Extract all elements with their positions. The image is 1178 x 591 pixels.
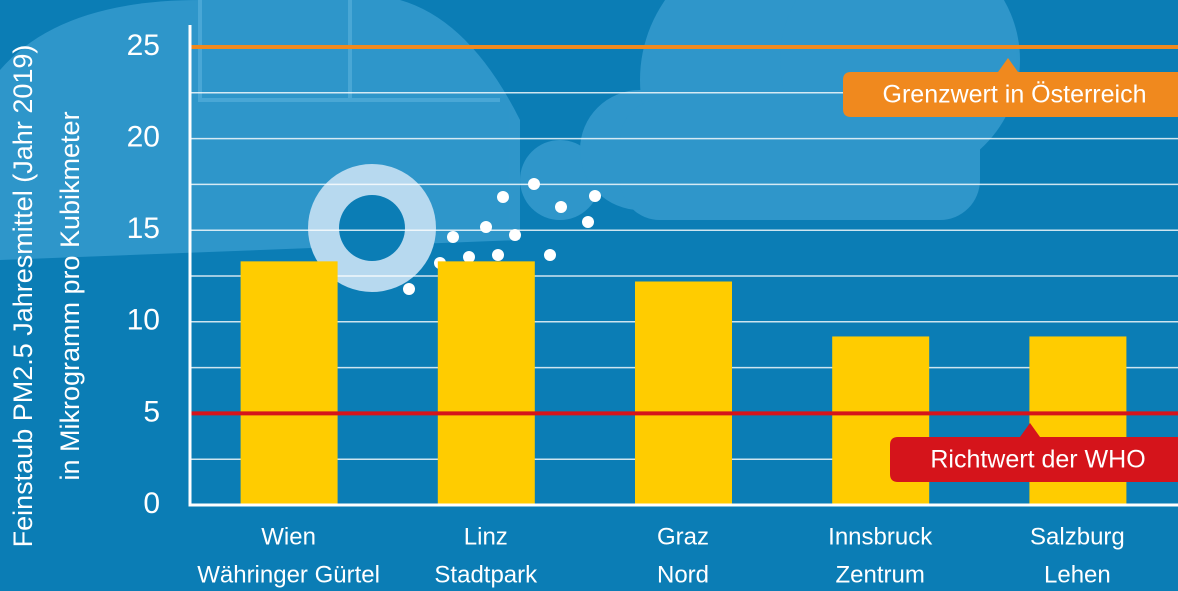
bar — [438, 261, 535, 505]
decoration — [339, 195, 405, 261]
x-tick-label: Zentrum — [836, 561, 925, 588]
y-tick-label: 25 — [127, 29, 160, 62]
x-tick-label: Währinger Gürtel — [197, 561, 380, 588]
x-tick-label: Graz — [657, 523, 709, 550]
y-tick-label: 0 — [143, 487, 160, 520]
y-axis-label-line: Feinstaub PM2.5 Jahresmittel (Jahr 2019) — [8, 45, 38, 548]
bar — [635, 281, 732, 505]
reference-label: Grenzwert in Österreich — [883, 81, 1147, 109]
y-tick-label: 5 — [143, 395, 160, 428]
y-tick-label: 15 — [127, 212, 160, 245]
x-tick-label: Lehen — [1044, 561, 1111, 588]
y-tick-label: 20 — [127, 121, 160, 154]
chart: Feinstaub PM2.5 Jahresmittel (Jahr 2019)… — [0, 0, 1178, 591]
x-tick-label: Wien — [261, 523, 316, 550]
x-tick-label: Nord — [657, 561, 709, 588]
x-tick-label: Innsbruck — [828, 523, 933, 550]
x-tick-label: Stadtpark — [434, 561, 538, 588]
x-tick-label: Linz — [464, 523, 508, 550]
x-tick-label: Salzburg — [1030, 523, 1125, 550]
y-tick-label: 10 — [127, 304, 160, 337]
y-axis-label-line: in Mikrogramm pro Kubikmeter — [55, 111, 85, 480]
bar — [241, 261, 338, 505]
reference-label: Richtwert der WHO — [930, 446, 1145, 474]
